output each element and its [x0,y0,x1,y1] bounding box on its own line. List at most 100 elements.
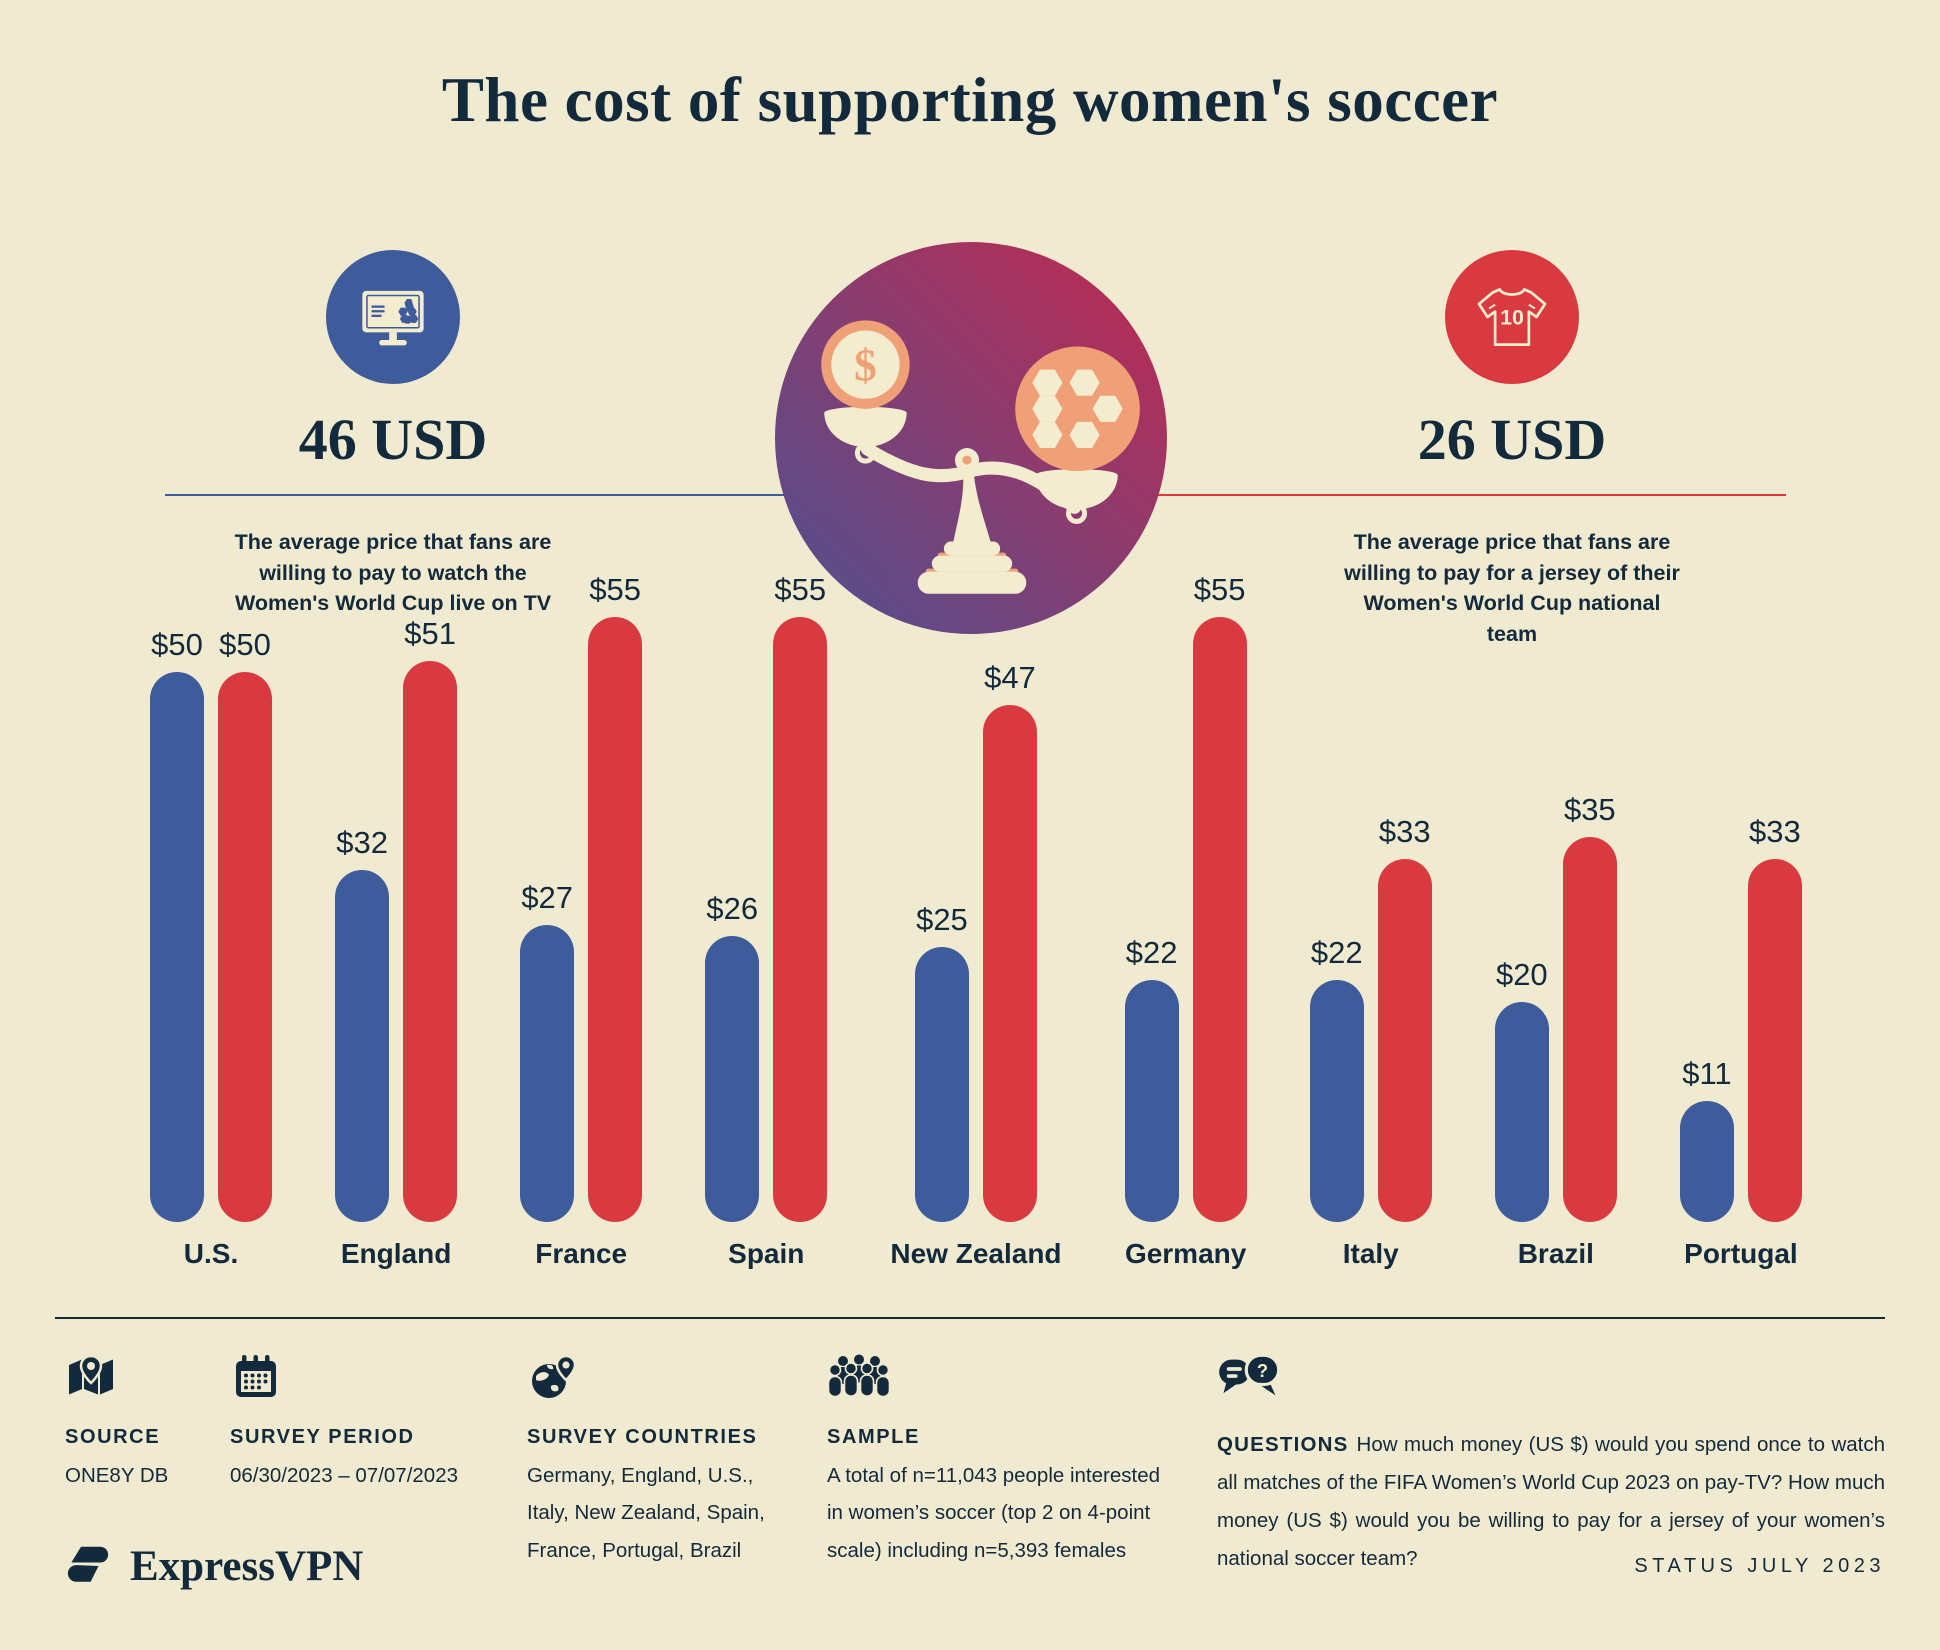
country-label: U.S. [183,1238,239,1269]
survey-countries-value: Germany, England, U.S., Italy, New Zeala… [527,1464,765,1562]
footer-divider [55,1317,1885,1319]
expressvpn-logo: ExpressVPN [60,1538,363,1594]
country-label: Portugal [1684,1238,1798,1269]
bar-value-label: $33 [1378,814,1431,849]
tv-price-bar [1494,1002,1549,1222]
bar-value-label: $22 [1310,935,1363,970]
survey-period-section: SURVEY PERIOD 06/30/2023 – 07/07/2023 [230,1352,527,1579]
jersey-stat-description: The average price that fans are willing … [1344,530,1680,646]
jersey-price-bar [218,672,272,1222]
bar-value-label: $11 [1682,1056,1732,1091]
speech-bubbles-icon: ? [1219,1353,1281,1396]
bar-value-label: $50 [219,627,271,662]
sample-section: SAMPLE A total of n=11,043 people intere… [827,1352,1217,1579]
bar-value-label: $55 [589,572,642,607]
jersey-price-bar [1192,617,1247,1222]
jersey-price-bar [403,661,458,1222]
jersey-divider-line [970,494,1786,496]
survey-countries-label: SURVEY COUNTRIES [527,1426,758,1448]
tv-price-bar [914,947,969,1222]
brand-bar: ExpressVPN STATUS JULY 2023 [60,1530,1885,1602]
tv-price-bar [520,925,575,1222]
country-label: New Zealand [890,1238,1062,1269]
expressvpn-logomark-icon [67,1546,109,1582]
calendar-icon [236,1355,276,1397]
bar-value-label: $22 [1125,935,1178,970]
source-value: ONE8Y DB [65,1464,169,1487]
page-title: The cost of supporting women's soccer [441,65,1499,135]
tv-price-bar [150,672,204,1222]
bar-chart: $50 $50 U.S. $32 $51 England $27 $55 France $26 $5… [150,572,1802,1270]
jersey-stat-value: 26 USD [1417,407,1607,472]
bar-group: $22 $55 Germany [1124,572,1247,1270]
bar-value-label: $27 [521,880,574,915]
bar-value-label: $47 [984,660,1036,695]
bar-value-label: $32 [336,825,388,860]
balance-illustration: $ [775,242,1167,634]
tv-stat-description: The average price that fans are willing … [234,530,552,616]
survey-countries-section: SURVEY COUNTRIES Germany, England, U.S.,… [527,1352,827,1579]
tv-price-bar [335,870,390,1222]
bar-group: $20 $35 Brazil [1494,598,1617,1270]
expressvpn-wordmark: ExpressVPN [130,1542,364,1590]
bar-value-label: $20 [1495,957,1548,992]
sample-label: SAMPLE [827,1426,920,1448]
bar-group: $22 $33 Italy [1309,598,1432,1270]
bar-value-label: $35 [1563,792,1616,827]
jersey-number: 10 [1500,306,1524,330]
country-label: Italy [1342,1238,1399,1269]
bar-value-label: $51 [404,616,456,651]
country-label: England [340,1238,452,1269]
bar-value-label: $55 [774,572,827,607]
tv-stat-block: 46 USD The average price that fans are w… [163,250,623,619]
bar-group: $25 $47 New Zealand [890,598,1061,1270]
jersey-price-bar [773,617,828,1222]
questions-text: QUESTIONS How much money (US $) would you… [1217,1433,1885,1571]
jersey-price-bar [982,705,1037,1222]
tv-icon [362,290,424,346]
bar-group: $11 $33 Portugal [1679,598,1802,1270]
question-glyph: ? [1257,1360,1268,1381]
questions-label: QUESTIONS [1217,1433,1349,1456]
status-text: STATUS JULY 2023 [1634,1554,1885,1577]
jersey-stat-circle: 10 [1445,250,1579,384]
tv-price-bar [1679,1101,1734,1222]
jersey-price-bar [1747,859,1802,1222]
tv-price-bar [1124,980,1179,1222]
jersey-price-bar [1562,837,1617,1222]
bar-value-label: $25 [916,902,968,937]
dollar-glyph: $ [854,341,877,391]
people-icon [827,1354,891,1398]
source-section: SOURCE ONE8Y DB [65,1352,230,1579]
tv-price-bar [705,936,760,1222]
country-label: Brazil [1517,1238,1594,1269]
bar-group: $50 $50 U.S. [150,598,272,1270]
jersey-stat-block: 10 26 USD The average price that fans ar… [1282,250,1742,649]
country-label: Spain [728,1238,805,1269]
bar-value-label: $55 [1193,572,1246,607]
jersey-icon: 10 [1477,288,1547,346]
jersey-price-bar [588,617,643,1222]
jersey-price-bar [1377,859,1432,1222]
bar-value-label: $50 [151,627,203,662]
footer: SOURCE ONE8Y DB SURVEY PERIOD [65,1352,1885,1579]
tv-stat-circle [326,250,460,384]
bar-group: $32 $51 England [335,598,458,1270]
map-pin-icon [69,1354,113,1395]
globe-pin-icon [532,1354,577,1398]
survey-period-value: 06/30/2023 – 07/07/2023 [230,1464,458,1487]
bar-value-label: $33 [1749,814,1801,849]
survey-period-label: SURVEY PERIOD [230,1426,415,1448]
bar-value-label: $26 [706,891,759,926]
questions-section: ? QUESTIONS How much money (US $) would y… [1217,1352,1885,1579]
country-label: France [535,1238,628,1269]
tv-divider-line [165,494,970,496]
balance-scale-icon: $ [775,242,1167,634]
tv-stat-value: 46 USD [298,407,488,472]
source-label: SOURCE [65,1426,161,1448]
bar-group: $27 $55 France [520,572,643,1270]
country-label: Germany [1124,1238,1247,1269]
sample-value: A total of n=11,043 people interested in… [827,1464,1161,1562]
tv-price-bar [1309,980,1364,1222]
